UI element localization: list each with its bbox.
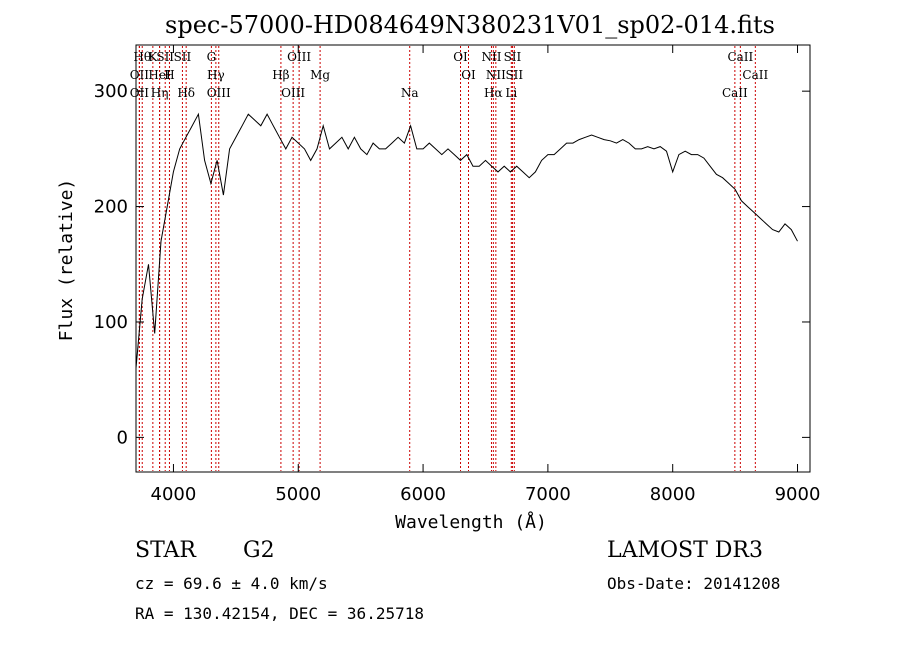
- redshift-text: cz = 69.6 ± 4.0 km/s: [135, 574, 328, 593]
- spectral-line-markers: [138, 46, 756, 471]
- line-marker-label: Hα: [484, 86, 503, 100]
- line-marker-label: SII: [174, 50, 192, 64]
- x-axis-ticks: 4000 5000 6000 7000 8000 9000: [151, 45, 821, 505]
- y-tick-label: 100: [94, 312, 128, 333]
- survey-name: LAMOST DR3: [607, 538, 763, 563]
- line-marker-label: Hθ: [133, 50, 151, 64]
- spectrum-line: [135, 112, 798, 369]
- x-tick-label: 7000: [525, 484, 571, 505]
- plot-frame: [135, 44, 811, 473]
- line-marker-label: OII: [130, 68, 150, 82]
- line-marker-label: HeI: [148, 68, 171, 82]
- y-tick-label: 200: [94, 197, 128, 218]
- line-marker-label: Na: [401, 86, 419, 100]
- y-axis-ticks: 0 100 200 300: [94, 81, 810, 448]
- y-tick-label: 0: [117, 427, 128, 448]
- x-axis-label: Wavelength (Å): [395, 511, 547, 533]
- x-tick-label: 5000: [275, 484, 321, 505]
- line-marker-label: Li: [505, 86, 517, 100]
- line-marker-label: Mg: [310, 68, 330, 82]
- line-marker-label: OIII: [281, 86, 305, 100]
- y-axis-label: Flux (relative): [56, 179, 77, 342]
- line-marker-label: OI: [453, 50, 468, 64]
- x-tick-label: 9000: [775, 484, 821, 505]
- line-marker-label: Hβ: [272, 68, 289, 82]
- line-marker-label: OI: [461, 68, 476, 82]
- line-marker-label: NII: [481, 50, 501, 64]
- line-marker-label: CaII: [727, 50, 753, 64]
- line-marker-label: OIII: [287, 50, 311, 64]
- line-marker-label: G: [207, 50, 217, 64]
- line-marker-label: CaII: [742, 68, 768, 82]
- line-marker-label: OII: [130, 86, 150, 100]
- line-marker-label: SII: [504, 50, 522, 64]
- x-tick-label: 6000: [400, 484, 446, 505]
- object-subclass: G2: [243, 538, 275, 563]
- line-marker-label: NII: [486, 68, 506, 82]
- line-marker-label: SII: [156, 50, 174, 64]
- line-marker-label: Hη: [151, 86, 169, 100]
- x-tick-label: 8000: [650, 484, 696, 505]
- line-marker-label: H: [164, 68, 174, 82]
- spectral-line-labels: HθOIIOIIKHeIHηSIIHHδSIIHγOIIIGHβOIIIOIII…: [130, 50, 769, 100]
- line-marker-label: Hγ: [207, 68, 225, 82]
- line-marker-label: CaII: [722, 86, 748, 100]
- obs-date: Obs-Date: 20141208: [607, 574, 781, 593]
- line-marker-label: K: [148, 50, 158, 64]
- line-marker-label: Hδ: [177, 86, 195, 100]
- ra-dec: RA = 130.42154, DEC = 36.25718: [135, 604, 424, 623]
- line-marker-label: OIII: [207, 86, 231, 100]
- object-class: STAR: [135, 538, 196, 563]
- chart-title: spec-57000-HD084649N380231V01_sp02-014.f…: [165, 11, 775, 39]
- x-tick-label: 4000: [151, 484, 197, 505]
- y-tick-label: 300: [94, 81, 128, 102]
- line-marker-label: SII: [505, 68, 523, 82]
